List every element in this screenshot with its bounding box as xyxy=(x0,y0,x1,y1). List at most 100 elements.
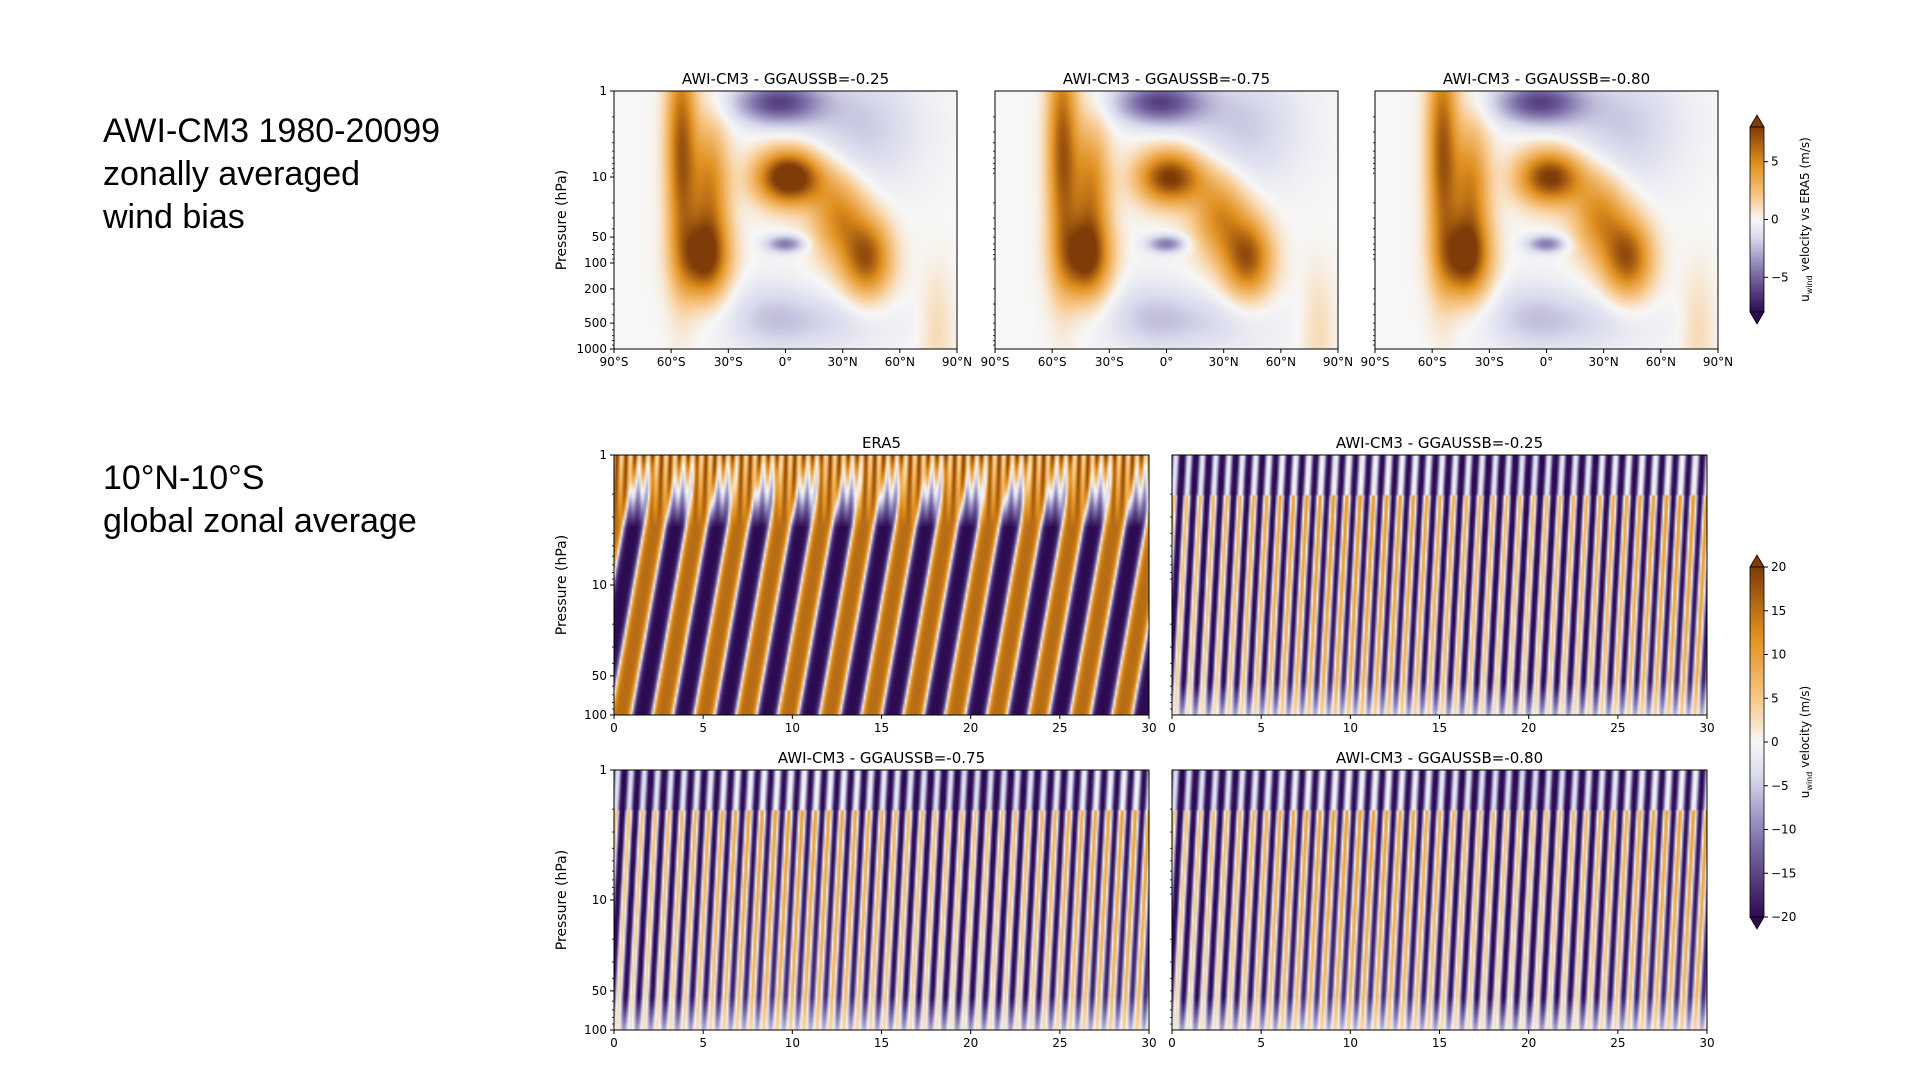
colorbar-tick-label: −20 xyxy=(1771,910,1796,924)
panel-title: AWI-CM3 - GGAUSSB=-0.25 xyxy=(682,70,889,88)
x-tick-label: 25 xyxy=(1610,1036,1625,1050)
colorbar-tick-label: 0 xyxy=(1771,735,1779,749)
x-tick-label: 5 xyxy=(1257,721,1265,735)
panel-title: AWI-CM3 - GGAUSSB=-0.75 xyxy=(1063,70,1270,88)
x-tick-label: 60°S xyxy=(1038,355,1067,369)
heatmap-image xyxy=(614,455,1149,715)
colorbar-tick-label: 5 xyxy=(1771,691,1779,705)
colorbar-extend-bottom xyxy=(1749,916,1765,930)
colorbar-bias: 5 0 −5 uwind velocity vs ERA5 (m/s) xyxy=(1749,114,1814,325)
colorbar-tick-label: −5 xyxy=(1771,270,1789,284)
x-tick-label: 0° xyxy=(1540,355,1554,369)
y-tick-label: 100 xyxy=(584,256,607,270)
x-tick-label: 90°N xyxy=(1703,355,1733,369)
heatmap-image xyxy=(1375,91,1718,349)
colorbar-tick-label: 5 xyxy=(1771,155,1779,169)
colorbar-tick-label: 10 xyxy=(1771,648,1786,662)
colorbar-body xyxy=(1749,126,1765,313)
section-title-qbo: 10°N-10°S global zonal average xyxy=(103,457,417,543)
x-tick-label: 30 xyxy=(1699,1036,1714,1050)
chart-qbo-080: AWI-CM3 - GGAUSSB=-0.80 0 5 10 15 20 25 30 xyxy=(1168,749,1714,1050)
y-tick-label: 1000 xyxy=(576,342,607,356)
x-tick-label: 90°S xyxy=(600,355,629,369)
x-tick-label: 30°N xyxy=(1589,355,1619,369)
x-tick-label: 60°S xyxy=(1418,355,1447,369)
y-tick-label: 50 xyxy=(592,984,607,998)
heatmap-image xyxy=(1172,455,1707,715)
y-tick-label: 200 xyxy=(584,282,607,296)
chart-qbo-025: AWI-CM3 - GGAUSSB=-0.25 0 5 10 15 20 25 30 xyxy=(1168,434,1714,735)
panel-title: AWI-CM3 - GGAUSSB=-0.80 xyxy=(1336,749,1543,767)
x-tick-label: 30 xyxy=(1141,1036,1156,1050)
x-tick-label: 90°N xyxy=(1323,355,1353,369)
y-tick-label: 50 xyxy=(592,669,607,683)
x-tick-label: 15 xyxy=(874,721,889,735)
x-tick-label: 10 xyxy=(785,1036,800,1050)
colorbar-label: uwind velocity vs ERA5 (m/s) xyxy=(1798,137,1814,302)
panel-title: AWI-CM3 - GGAUSSB=-0.75 xyxy=(778,749,985,767)
x-tick-label: 5 xyxy=(699,721,707,735)
x-tick-label: 0° xyxy=(779,355,793,369)
y-tick-label: 500 xyxy=(584,316,607,330)
colorbars-group: 5 0 −5 uwind velocity vs ERA5 (m/s) 20 15 10 5 0… xyxy=(1749,114,1814,930)
x-tick-label: 5 xyxy=(1257,1036,1265,1050)
section-title-line-2: zonally averaged xyxy=(103,155,361,193)
y-tick-label: 1 xyxy=(599,448,607,462)
chart-qbo-era5: ERA5 0 5 10 15 20 25 30 1 10 50 100 Pressure (hPa) xyxy=(554,434,1157,735)
colorbar-tick-label: −5 xyxy=(1771,779,1789,793)
x-tick-label: 20 xyxy=(1521,1036,1536,1050)
y-tick-label: 1 xyxy=(599,84,607,98)
section-title-line-1: 10°N-10°S xyxy=(103,459,265,497)
x-tick-label: 60°S xyxy=(657,355,686,369)
x-tick-label: 60°N xyxy=(1266,355,1296,369)
x-tick-label: 30°S xyxy=(714,355,743,369)
x-tick-label: 5 xyxy=(699,1036,707,1050)
y-axis-label: Pressure (hPa) xyxy=(554,850,570,950)
panel-title: AWI-CM3 - GGAUSSB=-0.25 xyxy=(1336,434,1543,452)
x-tick-label: 10 xyxy=(1343,1036,1358,1050)
x-tick-label: 15 xyxy=(1432,1036,1447,1050)
x-tick-label: 90°N xyxy=(942,355,972,369)
section-title-bias: AWI-CM3 1980-20099 zonally averaged wind… xyxy=(103,110,440,239)
x-tick-label: 30 xyxy=(1699,721,1714,735)
colorbar-extend-bottom xyxy=(1749,311,1765,325)
x-tick-label: 0° xyxy=(1160,355,1174,369)
section-title-line-2: global zonal average xyxy=(103,502,417,540)
heatmap-image xyxy=(614,770,1149,1030)
x-tick-label: 30°N xyxy=(828,355,858,369)
x-tick-label: 0 xyxy=(1168,1036,1176,1050)
x-tick-label: 60°N xyxy=(885,355,915,369)
colorbar-extend-top xyxy=(1749,554,1765,568)
colorbar-tick-label: 15 xyxy=(1771,604,1786,618)
panel-title: ERA5 xyxy=(862,434,901,452)
x-tick-label: 20 xyxy=(963,1036,978,1050)
x-tick-label: 10 xyxy=(785,721,800,735)
y-tick-label: 10 xyxy=(592,893,607,907)
panels-group: AWI-CM3 - GGAUSSB=-0.25 90°S 60°S 30°S 0° 30°… xyxy=(554,70,1733,1050)
colorbar-tick-label: 0 xyxy=(1771,213,1779,227)
heatmap-image xyxy=(995,91,1338,349)
y-tick-label: 100 xyxy=(584,1023,607,1037)
chart-bias-2: AWI-CM3 - GGAUSSB=-0.75 90°S 60°S 30°S 0° 30°… xyxy=(981,70,1354,369)
x-tick-label: 0 xyxy=(1168,721,1176,735)
x-tick-label: 30°S xyxy=(1475,355,1504,369)
x-tick-label: 60°N xyxy=(1646,355,1676,369)
heatmap-image xyxy=(614,91,957,349)
chart-bias-3: AWI-CM3 - GGAUSSB=-0.80 90°S 60°S 30°S 0° 30°… xyxy=(1361,70,1734,369)
chart-qbo-075: AWI-CM3 - GGAUSSB=-0.75 0 5 10 15 20 25 30 1 10 50… xyxy=(554,749,1157,1050)
x-tick-label: 90°S xyxy=(981,355,1010,369)
x-tick-label: 30°N xyxy=(1209,355,1239,369)
x-tick-label: 30°S xyxy=(1095,355,1124,369)
x-tick-label: 10 xyxy=(1343,721,1358,735)
x-tick-label: 30 xyxy=(1141,721,1156,735)
chart-bias-1: AWI-CM3 - GGAUSSB=-0.25 90°S 60°S 30°S 0° 30°… xyxy=(554,70,972,369)
x-tick-label: 15 xyxy=(1432,721,1447,735)
y-tick-label: 10 xyxy=(592,578,607,592)
panel-title: AWI-CM3 - GGAUSSB=-0.80 xyxy=(1443,70,1650,88)
y-tick-label: 50 xyxy=(592,230,607,244)
x-tick-label: 25 xyxy=(1052,721,1067,735)
y-tick-label: 1 xyxy=(599,763,607,777)
x-tick-label: 0 xyxy=(610,721,618,735)
y-axis-label: Pressure (hPa) xyxy=(554,170,570,270)
